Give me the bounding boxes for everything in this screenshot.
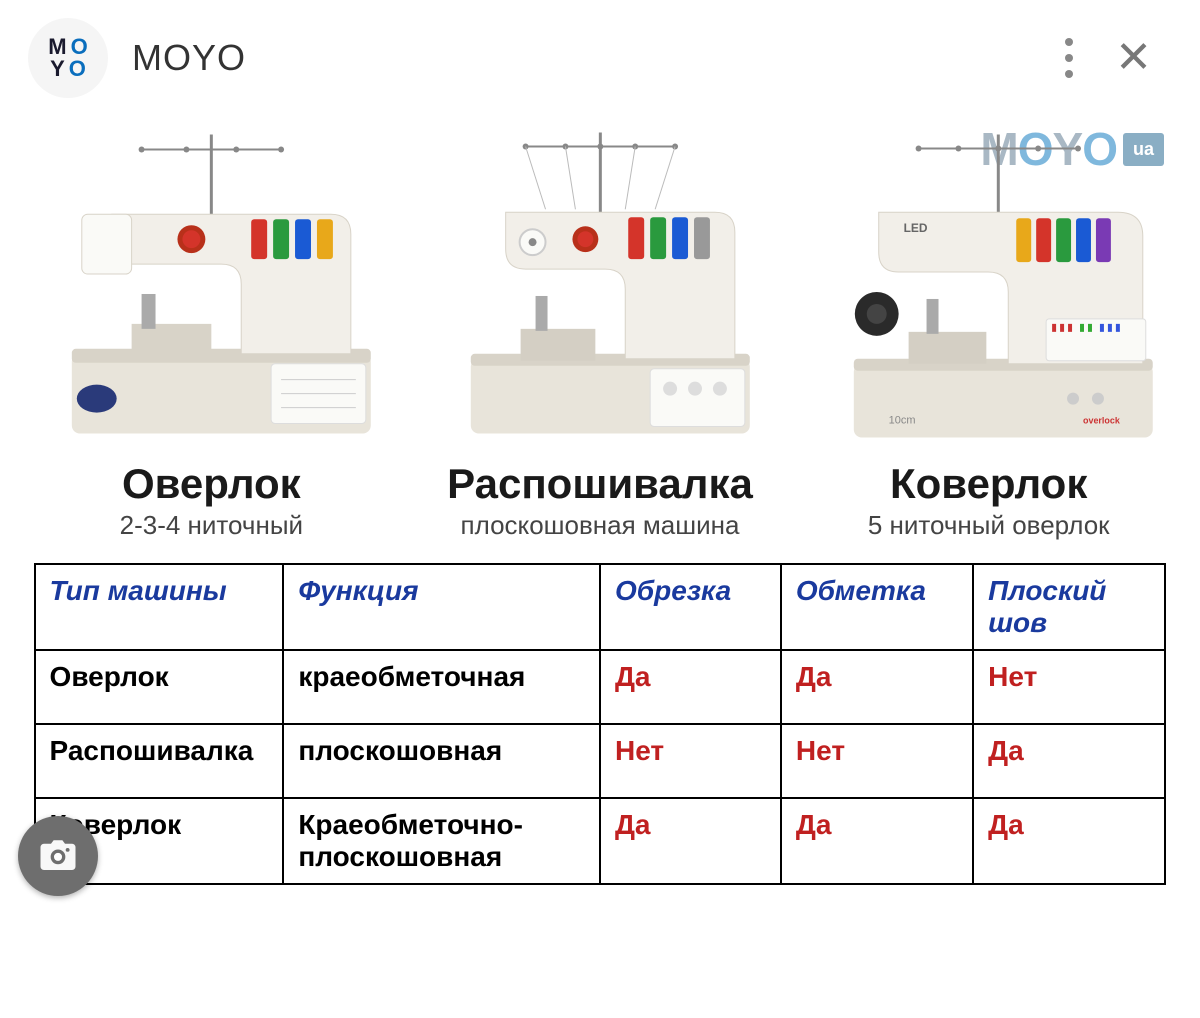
col-header: Функция [283, 564, 600, 650]
col-header: Тип машины [35, 564, 284, 650]
product-coverlock: LED 10cm overlock Коверлок 5 ниточный ов… [799, 124, 1178, 541]
product-image: LED 10cm overlock [799, 124, 1178, 454]
cell-value: Да [600, 650, 781, 724]
cell-value: Нет [600, 724, 781, 798]
table-row: Распошивалка плоскошовная Нет Нет Да [35, 724, 1166, 798]
close-icon[interactable]: ✕ [1115, 36, 1152, 80]
more-options-icon[interactable] [1065, 38, 1073, 78]
product-row: Оверлок 2-3-4 ниточный [22, 124, 1178, 541]
cell-func: краеобметочная [283, 650, 600, 724]
col-header: Обрезка [600, 564, 781, 650]
product-subtitle: 5 ниточный оверлок [868, 510, 1110, 541]
cell-value: Да [600, 798, 781, 884]
cell-value: Нет [973, 650, 1165, 724]
product-overlock: Оверлок 2-3-4 ниточный [22, 124, 401, 541]
cell-type: Распошивалка [35, 724, 284, 798]
brand-title: MOYO [132, 37, 246, 79]
google-lens-button[interactable] [18, 816, 98, 896]
cell-type: Оверлок [35, 650, 284, 724]
logo-letter: Y [50, 58, 65, 80]
table-header-row: Тип машины Функция Обрезка Обметка Плоск… [35, 564, 1166, 650]
cell-func: плоскошовная [283, 724, 600, 798]
brand-logo[interactable]: M O Y O [28, 18, 108, 98]
svg-text:10cm: 10cm [889, 415, 916, 427]
svg-text:LED: LED [904, 221, 928, 235]
cell-value: Да [781, 798, 973, 884]
cell-func: Краеобметочно-плоскошовная [283, 798, 600, 884]
product-subtitle: плоскошовная машина [461, 510, 740, 541]
camera-lens-icon [37, 835, 79, 877]
product-image [411, 124, 790, 454]
table-row: Оверлок краеобметочная Да Да Нет [35, 650, 1166, 724]
col-header: Плоский шов [973, 564, 1165, 650]
comparison-table: Тип машины Функция Обрезка Обметка Плоск… [34, 563, 1167, 885]
logo-letter: M [48, 36, 66, 58]
logo-letter: O [69, 58, 86, 80]
table-row: Коверлок Краеобметочно-плоскошовная Да Д… [35, 798, 1166, 884]
product-title: Оверлок [122, 460, 301, 508]
cell-value: Да [973, 724, 1165, 798]
main-content: Оверлок 2-3-4 ниточный [0, 124, 1200, 885]
col-header: Обметка [781, 564, 973, 650]
cell-value: Да [973, 798, 1165, 884]
product-title: Коверлок [890, 460, 1087, 508]
product-coverstitch: Распошивалка плоскошовная машина [411, 124, 790, 541]
app-header: M O Y O MOYO ✕ [0, 0, 1200, 116]
logo-letter: O [71, 36, 88, 58]
product-subtitle: 2-3-4 ниточный [120, 510, 303, 541]
product-title: Распошивалка [447, 460, 753, 508]
cell-value: Нет [781, 724, 973, 798]
product-image [22, 124, 401, 454]
svg-text:overlock: overlock [1083, 416, 1120, 426]
cell-value: Да [781, 650, 973, 724]
